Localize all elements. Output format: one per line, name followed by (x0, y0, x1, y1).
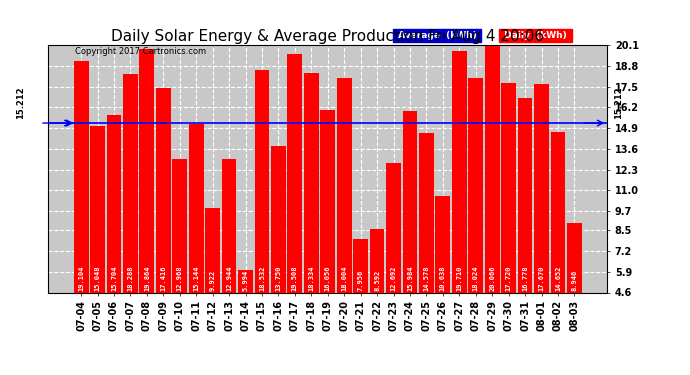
Bar (139, 49, 155, 366)
Text: 16.056: 16.056 (325, 266, 331, 291)
Text: 18.024: 18.024 (473, 266, 479, 291)
Text: 12.944: 12.944 (226, 266, 232, 291)
Text: 10.638: 10.638 (440, 266, 446, 291)
Text: 5.994: 5.994 (242, 270, 248, 291)
Bar (452, 51, 466, 366)
Text: 16.778: 16.778 (522, 266, 528, 291)
Text: 18.288: 18.288 (128, 266, 133, 291)
Text: 9.922: 9.922 (210, 270, 216, 291)
Bar (485, 45, 500, 366)
Text: 18.004: 18.004 (341, 266, 347, 291)
Bar (320, 110, 335, 366)
Text: Copyright 2017 Cartronics.com: Copyright 2017 Cartronics.com (75, 46, 206, 56)
Bar (106, 115, 121, 366)
Text: 15.212: 15.212 (16, 87, 26, 119)
Text: 17.416: 17.416 (160, 266, 166, 291)
Text: 15.212: 15.212 (614, 87, 623, 119)
Text: 15.048: 15.048 (95, 266, 101, 291)
Bar (551, 132, 565, 366)
Text: 13.750: 13.750 (275, 266, 282, 291)
Title: Daily Solar Energy & Average Production Fri Aug 4 20:06: Daily Solar Energy & Average Production … (111, 29, 544, 44)
Text: 18.334: 18.334 (308, 266, 315, 291)
Bar (304, 73, 319, 366)
Bar (501, 83, 516, 366)
Bar (271, 146, 286, 366)
Bar (238, 270, 253, 366)
Bar (337, 78, 352, 366)
Bar (469, 78, 483, 366)
Text: Average  (kWh): Average (kWh) (395, 31, 480, 40)
Text: 12.968: 12.968 (177, 266, 183, 291)
Bar (255, 70, 269, 366)
Text: 7.956: 7.956 (357, 270, 364, 291)
Text: 17.670: 17.670 (538, 266, 544, 291)
Bar (386, 163, 401, 366)
Bar (221, 159, 237, 366)
Text: 19.508: 19.508 (292, 266, 298, 291)
Text: 15.984: 15.984 (407, 266, 413, 291)
Bar (518, 98, 533, 366)
Bar (90, 126, 105, 366)
Text: 8.946: 8.946 (571, 270, 578, 291)
Text: 19.710: 19.710 (456, 266, 462, 291)
Text: 20.066: 20.066 (489, 266, 495, 291)
Text: 17.720: 17.720 (506, 266, 511, 291)
Bar (189, 124, 204, 366)
Text: 19.104: 19.104 (78, 266, 84, 291)
Text: 14.578: 14.578 (424, 266, 429, 291)
Text: 14.652: 14.652 (555, 266, 561, 291)
Bar (123, 74, 138, 366)
Bar (172, 159, 187, 366)
Text: 12.692: 12.692 (391, 266, 397, 291)
Bar (567, 223, 582, 366)
Bar (205, 207, 220, 366)
Text: 18.532: 18.532 (259, 266, 265, 291)
Bar (402, 111, 417, 366)
Bar (288, 54, 302, 366)
Bar (353, 239, 368, 366)
Bar (370, 229, 384, 366)
Bar (419, 133, 434, 366)
Bar (534, 84, 549, 366)
Bar (156, 88, 170, 366)
Text: 8.592: 8.592 (374, 270, 380, 291)
Bar (435, 196, 451, 366)
Text: 19.864: 19.864 (144, 266, 150, 291)
Text: 15.704: 15.704 (111, 266, 117, 291)
Bar (74, 61, 88, 366)
Text: 15.144: 15.144 (193, 266, 199, 291)
Text: Daily  (kWh): Daily (kWh) (501, 31, 570, 40)
